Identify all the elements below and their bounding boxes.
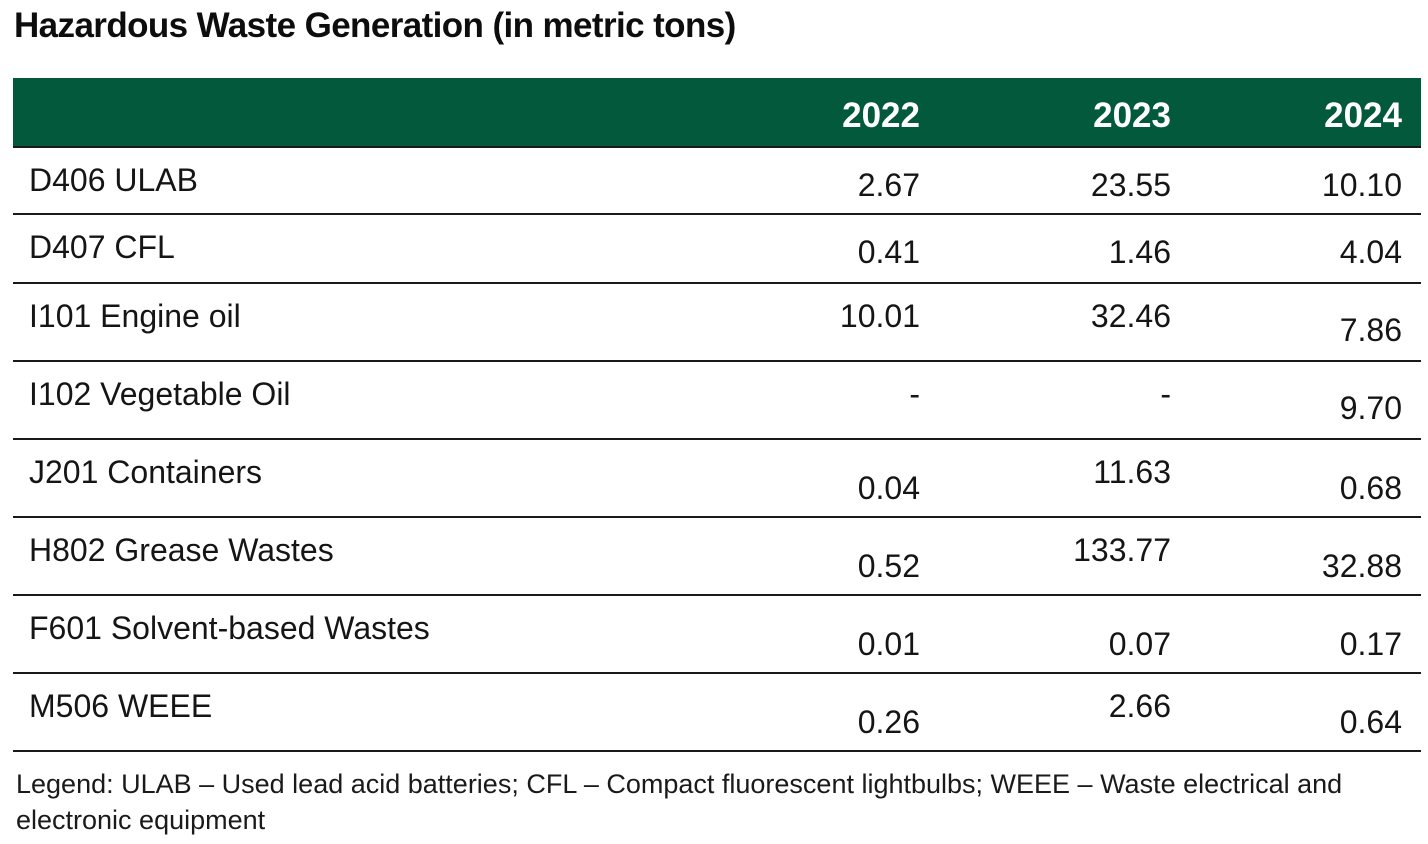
- table-row: D406 ULAB 2.67 23.55 10.10: [13, 148, 1421, 215]
- waste-table: 2022 2023 2024 D406 ULAB 2.67 23.55 10.1…: [13, 78, 1421, 752]
- value-2024: 4.04: [1339, 234, 1402, 270]
- value-2022: 0.41: [857, 234, 920, 270]
- value-2023: 23.55: [1090, 167, 1171, 203]
- column-header-2023: 2023: [1093, 96, 1171, 135]
- row-label: I101 Engine oil: [29, 298, 241, 334]
- value-2022: 2.67: [857, 167, 920, 203]
- value-2024: 10.10: [1321, 167, 1402, 203]
- table-row: J201 Containers 0.04 11.63 0.68: [13, 440, 1421, 518]
- row-label: D407 CFL: [29, 229, 175, 265]
- value-2023: 0.07: [1108, 626, 1171, 662]
- row-label: I102 Vegetable Oil: [29, 376, 291, 412]
- column-header-2022: 2022: [842, 96, 920, 135]
- table-row: I102 Vegetable Oil - - 9.70: [13, 362, 1421, 440]
- value-2023: -: [1160, 376, 1171, 412]
- column-header-2024: 2024: [1324, 96, 1402, 135]
- value-2022: -: [909, 376, 920, 412]
- row-label: F601 Solvent-based Wastes: [29, 610, 430, 646]
- table-row: D407 CFL 0.41 1.46 4.04: [13, 215, 1421, 284]
- value-2022: 0.52: [857, 548, 920, 584]
- row-label: D406 ULAB: [29, 162, 198, 198]
- value-2023: 2.66: [1108, 688, 1171, 724]
- value-2023: 32.46: [1090, 298, 1171, 334]
- value-2022: 0.04: [857, 470, 920, 506]
- value-2024: 0.17: [1339, 626, 1402, 662]
- page-title: Hazardous Waste Generation (in metric to…: [14, 6, 736, 45]
- value-2022: 0.26: [857, 704, 920, 740]
- value-2024: 32.88: [1321, 548, 1402, 584]
- row-label: H802 Grease Wastes: [29, 532, 334, 568]
- value-2022: 0.01: [857, 626, 920, 662]
- value-2023: 133.77: [1073, 532, 1171, 568]
- table-row: I101 Engine oil 10.01 32.46 7.86: [13, 284, 1421, 362]
- value-2024: 0.68: [1339, 470, 1402, 506]
- table-row: F601 Solvent-based Wastes 0.01 0.07 0.17: [13, 596, 1421, 674]
- value-2024: 7.86: [1339, 312, 1402, 348]
- table-header-row: 2022 2023 2024: [13, 78, 1421, 148]
- value-2023: 1.46: [1108, 234, 1171, 270]
- legend-note: Legend: ULAB – Used lead acid batteries;…: [16, 769, 1343, 835]
- value-2022: 10.01: [839, 298, 920, 334]
- value-2023: 11.63: [1093, 454, 1171, 490]
- row-label: M506 WEEE: [29, 688, 213, 724]
- value-2024: 0.64: [1339, 704, 1402, 740]
- table-row: H802 Grease Wastes 0.52 133.77 32.88: [13, 518, 1421, 596]
- value-2024: 9.70: [1339, 390, 1402, 426]
- row-label: J201 Containers: [29, 454, 263, 490]
- table-row: M506 WEEE 0.26 2.66 0.64: [13, 674, 1421, 752]
